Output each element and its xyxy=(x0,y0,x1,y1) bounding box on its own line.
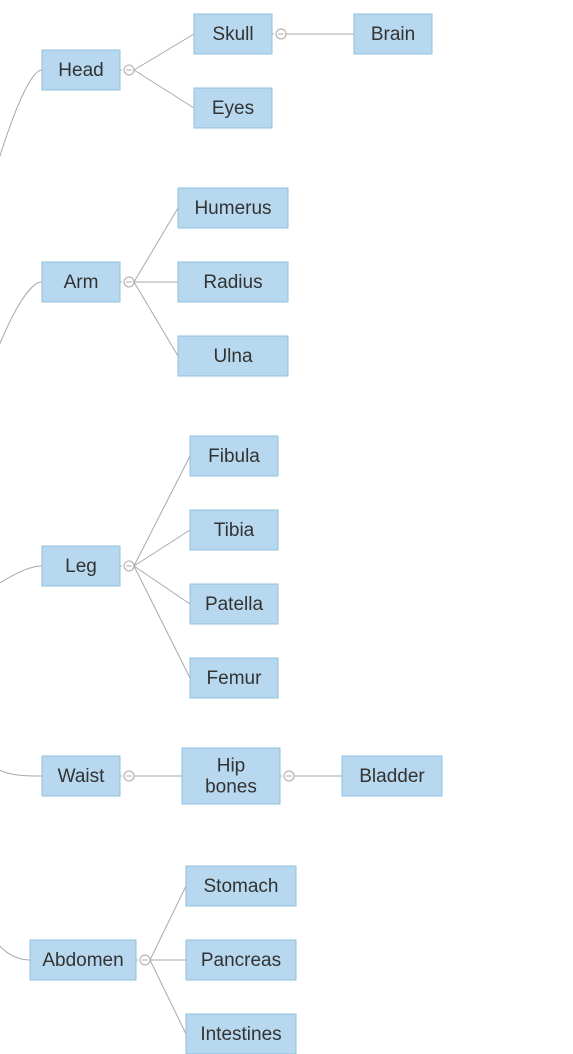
expander-skull[interactable] xyxy=(276,29,286,39)
node-humerus[interactable]: Humerus xyxy=(178,188,288,228)
node-label-pancreas: Pancreas xyxy=(201,950,281,971)
node-skull[interactable]: Skull xyxy=(194,14,272,54)
node-radius[interactable]: Radius xyxy=(178,262,288,302)
expanders-layer xyxy=(124,29,294,965)
node-label-tibia: Tibia xyxy=(214,520,255,541)
node-label-skull: Skull xyxy=(212,24,253,45)
node-label-waist: Waist xyxy=(58,766,106,787)
node-brain[interactable]: Brain xyxy=(354,14,432,54)
node-label-fibula: Fibula xyxy=(208,446,260,467)
node-label-abdomen: Abdomen xyxy=(42,950,123,971)
edge-head-skull xyxy=(134,34,194,70)
nodes-layer: Head Skull Brain Eyes Arm Humerus Radius Ulna Le… xyxy=(30,14,442,1054)
edge-leg-femur xyxy=(134,566,190,678)
edge-abdomen-stomach xyxy=(150,886,186,960)
expander-leg[interactable] xyxy=(124,561,134,571)
expander-waist[interactable] xyxy=(124,771,134,781)
node-leg[interactable]: Leg xyxy=(42,546,120,586)
edge-abdomen-intestines xyxy=(150,960,186,1034)
node-patella[interactable]: Patella xyxy=(190,584,278,624)
edge-root-arm xyxy=(0,282,42,581)
edge-root-head xyxy=(0,70,42,580)
edge-head-eyes xyxy=(134,70,194,108)
node-bladder[interactable]: Bladder xyxy=(342,756,442,796)
node-label-humerus: Humerus xyxy=(194,198,271,219)
node-intestines[interactable]: Intestines xyxy=(186,1014,296,1054)
node-tibia[interactable]: Tibia xyxy=(190,510,278,550)
edge-root-abdomen xyxy=(0,580,30,960)
node-head[interactable]: Head xyxy=(42,50,120,90)
node-label-eyes: Eyes xyxy=(212,98,254,119)
node-label-leg: Leg xyxy=(65,556,97,577)
node-label-radius: Radius xyxy=(203,272,262,293)
node-label-ulna: Ulna xyxy=(213,346,253,367)
expander-hipbones[interactable] xyxy=(284,771,294,781)
node-label-head: Head xyxy=(58,60,103,81)
node-arm[interactable]: Arm xyxy=(42,262,120,302)
expander-abdomen[interactable] xyxy=(140,955,150,965)
edge-leg-fibula xyxy=(134,456,190,566)
node-label-stomach: Stomach xyxy=(204,876,279,897)
node-label-hipbones-line1: bones xyxy=(205,777,257,798)
node-fibula[interactable]: Fibula xyxy=(190,436,278,476)
node-waist[interactable]: Waist xyxy=(42,756,120,796)
edge-leg-patella xyxy=(134,566,190,604)
expander-head[interactable] xyxy=(124,65,134,75)
node-stomach[interactable]: Stomach xyxy=(186,866,296,906)
node-label-hipbones-line0: Hip xyxy=(217,756,246,777)
edge-root-waist xyxy=(0,580,42,776)
edge-arm-ulna xyxy=(134,282,178,356)
edges-layer xyxy=(0,34,354,1034)
expander-arm[interactable] xyxy=(124,277,134,287)
node-label-patella: Patella xyxy=(205,594,264,615)
node-label-femur: Femur xyxy=(207,668,263,689)
node-hipbones[interactable]: Hipbones xyxy=(182,748,280,804)
edge-arm-humerus xyxy=(134,208,178,282)
node-eyes[interactable]: Eyes xyxy=(194,88,272,128)
node-femur[interactable]: Femur xyxy=(190,658,278,698)
node-label-intestines: Intestines xyxy=(200,1024,281,1045)
edge-leg-tibia xyxy=(134,530,190,566)
node-abdomen[interactable]: Abdomen xyxy=(30,940,136,980)
node-label-arm: Arm xyxy=(64,272,99,293)
tree-diagram: Head Skull Brain Eyes Arm Humerus Radius Ulna Le… xyxy=(0,0,573,1054)
node-ulna[interactable]: Ulna xyxy=(178,336,288,376)
node-label-bladder: Bladder xyxy=(359,766,425,787)
node-pancreas[interactable]: Pancreas xyxy=(186,940,296,980)
edge-root-leg xyxy=(0,566,42,608)
node-label-brain: Brain xyxy=(371,24,415,45)
